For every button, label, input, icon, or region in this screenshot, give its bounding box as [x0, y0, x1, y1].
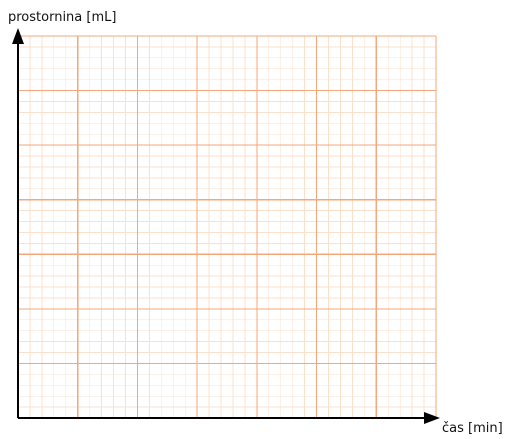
y-axis-label: prostornina [mL] [8, 10, 116, 25]
axes [12, 28, 440, 424]
y-axis-arrowhead [12, 28, 24, 44]
x-axis-arrowhead [424, 412, 440, 424]
minor-grid [18, 36, 436, 418]
x-axis-label: čas [min] [442, 421, 503, 436]
